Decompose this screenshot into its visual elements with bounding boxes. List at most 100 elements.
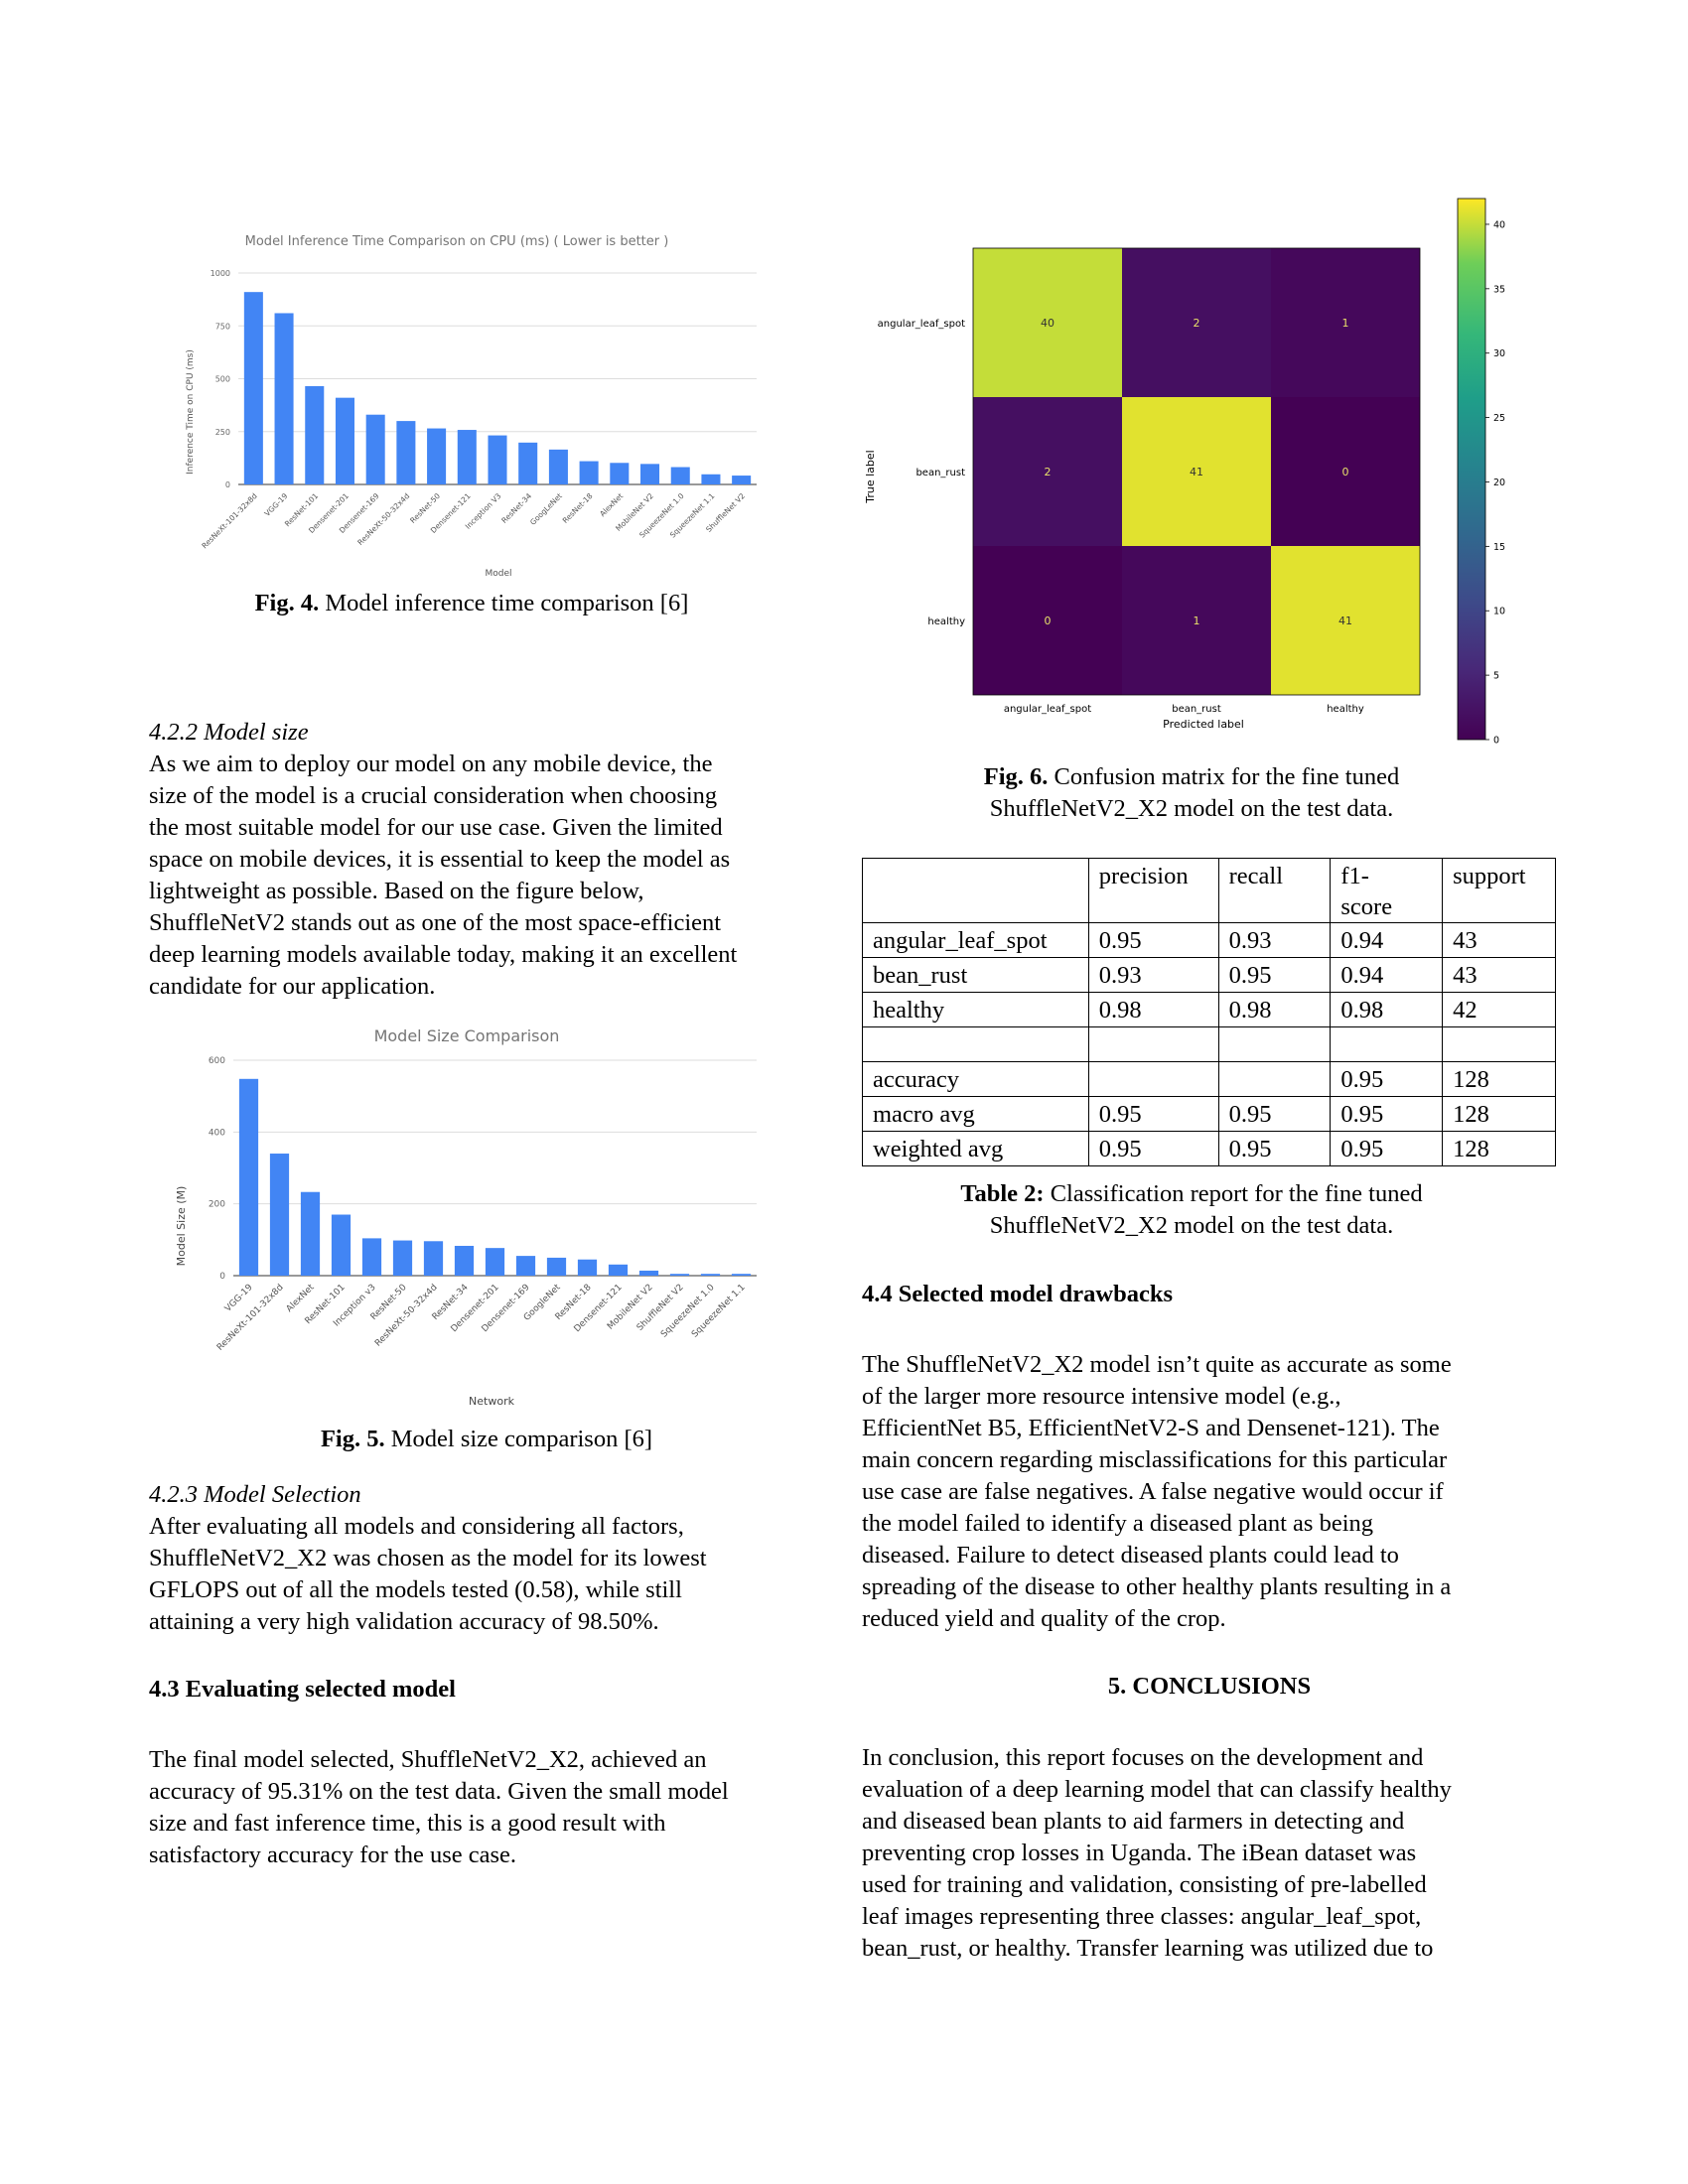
section-4-4-body: The ShuffleNetV2_X2 model isn’t quite as… (862, 1349, 1557, 1635)
heatmap-cell (1122, 248, 1271, 397)
table-cell: 0.95 (1330, 1061, 1444, 1097)
bar (640, 464, 660, 484)
y-tick-label: 400 (209, 1128, 225, 1138)
table-cell: f1- score (1330, 858, 1444, 923)
cell-value-label: 0 (1342, 466, 1349, 478)
table-cell: 0.95 (1217, 1096, 1332, 1132)
table2-caption: Table 2: Classification report for the f… (864, 1178, 1519, 1242)
section-heading: 4.2.3 Model Selection (149, 1481, 361, 1508)
colorbar-tick-label: 20 (1493, 478, 1505, 488)
cell-value-label: 1 (1194, 614, 1200, 627)
bar (610, 463, 630, 484)
x-tick-label: ResNet-18 (561, 491, 595, 525)
y-tick-label: healthy (927, 616, 965, 627)
colorbar-tick-label: 10 (1493, 607, 1505, 617)
table-row: bean_rust 0.93 0.95 0.94 43 (862, 957, 1556, 993)
y-tick-label: 600 (209, 1056, 225, 1066)
bar (300, 1191, 321, 1276)
matrix-frame (972, 247, 1421, 696)
cell-value-label: 1 (1342, 317, 1349, 330)
section-4-3-body: The final model selected, ShuffleNetV2_X… (149, 1744, 844, 1871)
chart-title: Model Size Comparison (374, 1026, 560, 1045)
fig5-caption: Fig. 5. Model size comparison [6] (149, 1424, 824, 1455)
colorbar-tick-label: 40 (1493, 219, 1505, 230)
bar (701, 474, 721, 484)
x-tick-label: ResNeXt-50-32x4d (355, 491, 411, 547)
colorbar-tick-label: 25 (1493, 413, 1505, 424)
x-tick-label: VGG-19 (263, 491, 290, 518)
cell-value-label: 41 (1338, 614, 1352, 627)
table2-caption-line2: ShuffleNetV2_X2 model on the test data. (989, 1212, 1394, 1239)
table-cell (1087, 1061, 1219, 1097)
bar (732, 476, 752, 484)
paragraph-line: bean_rust, or healthy. Transfer learning… (862, 1935, 1434, 1962)
section-4-2-3: 4.2.3 Model Selection After evaluating a… (149, 1479, 844, 1638)
x-tick-label: bean_rust (1172, 704, 1221, 715)
table-cell: 0.98 (1217, 992, 1332, 1027)
chart-xlabel: Model (485, 569, 511, 579)
fig4-caption-text: Model inference time comparison [6] (319, 590, 689, 616)
bar (365, 414, 385, 484)
bar (238, 1078, 259, 1276)
confusion-matrix-chart: 40 2 12 41 00 1 41 angular_leaf_spotbean_rusth… (864, 198, 1505, 747)
x-tick-label: healthy (1327, 704, 1364, 715)
colorbar (1457, 198, 1486, 741)
table-cell: accuracy (862, 1061, 1089, 1097)
chart-ylabel: Model Size (M) (175, 1186, 188, 1267)
table-cell: recall (1217, 858, 1332, 923)
y-tick-label: 0 (219, 1272, 225, 1282)
section-heading: 4.2.2 Model size (149, 719, 309, 746)
table-cell: precision (1087, 858, 1219, 923)
x-tick-label: ResNeXt-101-32x8d (200, 491, 259, 551)
paragraph-line: attaining a very high validation accurac… (149, 1608, 659, 1635)
paragraph-line: accuracy of 95.31% on the test data. Giv… (149, 1778, 729, 1805)
bar (361, 1238, 382, 1276)
table-cell: healthy (862, 992, 1089, 1027)
y-tick-label: 500 (215, 375, 230, 384)
table-cell: support (1442, 858, 1556, 923)
table-cell: 0.94 (1330, 922, 1444, 958)
bar (269, 1154, 290, 1276)
paragraph-line: lightweight as possible. Based on the fi… (149, 878, 644, 904)
table-cell: 43 (1442, 922, 1556, 958)
table-cell: 0.95 (1330, 1096, 1444, 1132)
table-header-row: precision recall f1- score support (862, 858, 1556, 923)
bar (274, 313, 294, 484)
table-cell: 0.95 (1330, 1131, 1444, 1166)
colorbar-tick-label: 35 (1493, 284, 1505, 295)
paragraph-line: space on mobile devices, it is essential… (149, 846, 731, 873)
paragraph-line: The final model selected, ShuffleNetV2_X… (149, 1746, 707, 1773)
section-heading-5: 5. CONCLUSIONS (1107, 1673, 1312, 1700)
y-tick-label: angular_leaf_spot (878, 319, 965, 330)
bar (518, 442, 538, 484)
y-tick-label: 200 (209, 1200, 225, 1210)
paragraph-line: satisfactory accuracy for the use case. (149, 1842, 517, 1868)
paragraph-line: In conclusion, this report focuses on th… (862, 1744, 1424, 1771)
paragraph-line: spreading of the disease to other health… (862, 1573, 1452, 1600)
table-cell: weighted avg (862, 1131, 1089, 1166)
cell-value-label: 40 (1041, 317, 1055, 330)
table-row: accuracy 0.95 128 (862, 1061, 1556, 1097)
table2-caption-text: Classification report for the fine tuned (1044, 1180, 1423, 1207)
table2-caption-line1: Table 2: Classification report for the f… (864, 1178, 1519, 1210)
heatmap-cell (1122, 546, 1271, 695)
paragraph-line: size and fast inference time, this is a … (149, 1810, 666, 1837)
cell-value-label: 41 (1190, 466, 1203, 478)
bar (669, 1274, 690, 1276)
colorbar-tick-label: 15 (1493, 542, 1505, 553)
bar (515, 1256, 536, 1276)
heatmap-cell (1271, 546, 1420, 695)
table-cell: bean_rust (862, 957, 1089, 993)
paragraph-line: the model failed to identify a diseased … (862, 1510, 1374, 1537)
table-cell (1442, 1026, 1556, 1062)
paragraph-line: preventing crop losses in Uganda. The iB… (862, 1840, 1417, 1866)
chart-ylabel: Inference Time on CPU (ms) (186, 349, 196, 475)
paragraph-line: leaf images representing three classes: … (862, 1903, 1422, 1930)
bar (608, 1264, 629, 1276)
paragraph-line: reduced yield and quality of the crop. (862, 1605, 1226, 1632)
classification-report-table: precision recall f1- score support angular_l… (862, 858, 1556, 1166)
bar (392, 1240, 413, 1276)
table-cell: 0.95 (1217, 1131, 1332, 1166)
table-row: healthy 0.98 0.98 0.98 42 (862, 992, 1556, 1027)
bar (638, 1270, 659, 1276)
